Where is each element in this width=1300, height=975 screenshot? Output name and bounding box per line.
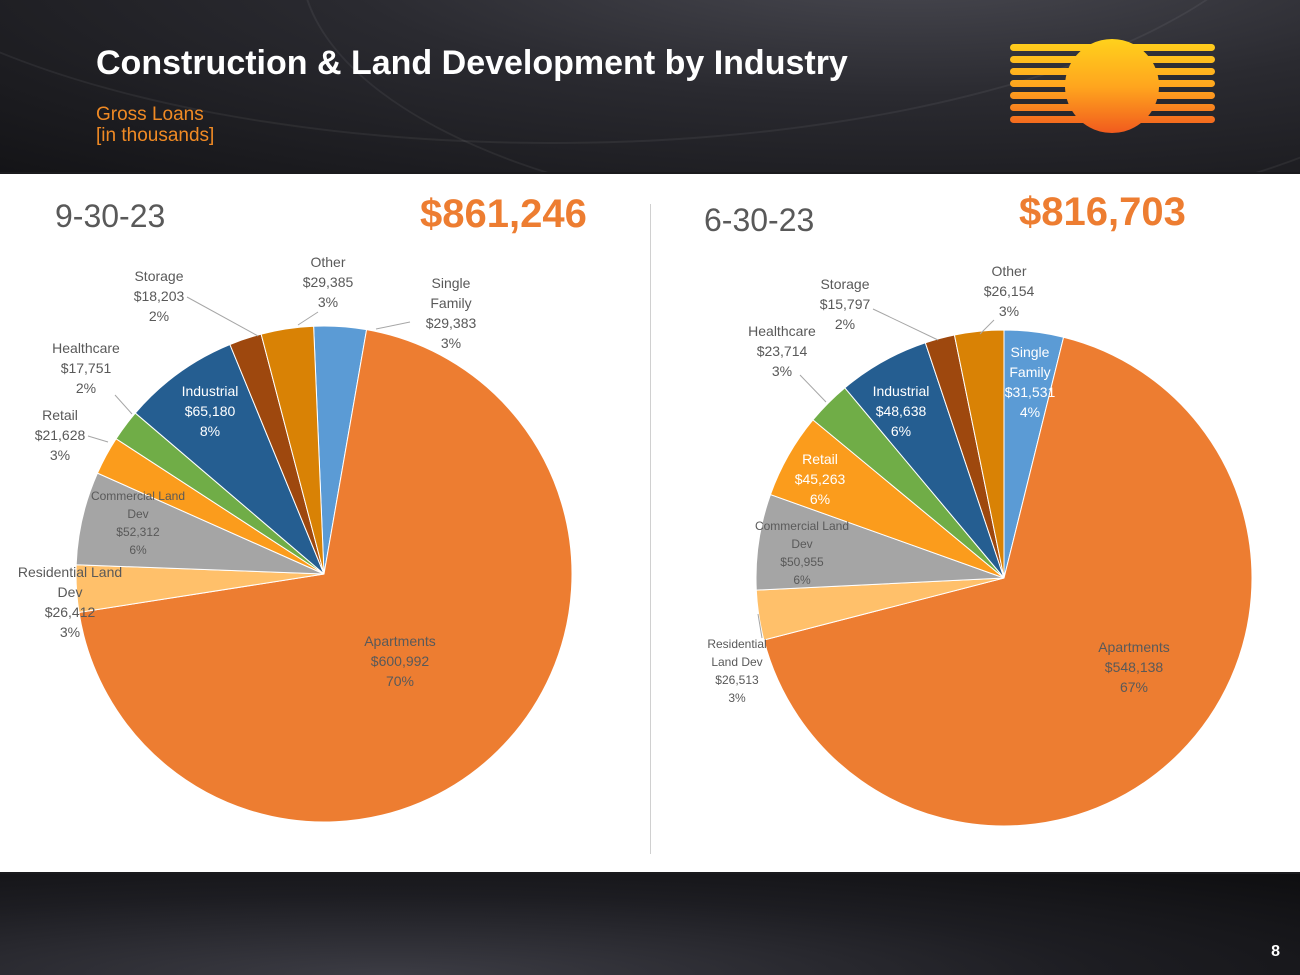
leader-line-storage <box>872 308 939 341</box>
leader-line-retail <box>87 435 109 443</box>
pie-chart-left: Single Family $29,383 3% Apartments $600,992 7… <box>18 254 573 823</box>
data-label-healthcare: Healthcare $23,714 3% <box>748 323 816 379</box>
page-subtitle: Gross Loans [in thousands] <box>96 104 214 146</box>
leader-line-healthcare <box>799 374 827 403</box>
footer-banner: 8 <box>0 874 1300 975</box>
data-label-retail: Retail $21,628 3% <box>35 407 86 463</box>
data-label-storage: Storage $15,797 2% <box>820 276 871 332</box>
pie-slice-other <box>953 329 1005 579</box>
total-right: $816,703 <box>1019 190 1186 234</box>
pie-slice-industrial <box>134 343 325 575</box>
data-label-healthcare: Healthcare $17,751 2% <box>52 340 120 396</box>
leader-line-single_family <box>375 321 411 330</box>
pie-slice-apartments <box>763 336 1253 827</box>
data-label-apartments: Apartments $600,992 70% <box>364 633 436 689</box>
data-label-commercial: Commercial Land Dev $50,955 6% <box>755 519 849 587</box>
total-left: $861,246 <box>420 192 587 236</box>
leader-line-other <box>297 311 319 326</box>
subtitle-line-2: [in thousands] <box>96 125 215 146</box>
data-label-residential: Residential Land Dev $26,513 3% <box>707 637 766 705</box>
pie-slice-apartments <box>78 329 573 823</box>
leader-line-residential <box>757 613 763 639</box>
data-label-other: Other $26,154 3% <box>984 263 1035 319</box>
page-number: 8 <box>1271 943 1280 960</box>
leader-line-storage <box>186 296 259 337</box>
panel-divider <box>650 204 651 854</box>
company-logo-icon <box>1010 39 1215 133</box>
leader-line-healthcare <box>114 394 133 415</box>
pie-charts: Single Family $29,383 3% Apartments $600,992 7… <box>18 254 1253 827</box>
date-label-left: 9-30-23 <box>55 198 166 234</box>
header-banner: Construction & Land Development by Indus… <box>0 0 1300 172</box>
data-label-commercial: Commercial Land Dev $52,312 6% <box>91 489 185 557</box>
chart-panel: 9-30-23 $861,246 6-30-23 $816,703 Single… <box>0 174 1300 872</box>
subtitle-line-1: Gross Loans <box>96 104 204 125</box>
leader-line-other <box>979 319 995 335</box>
data-label-other: Other $29,385 3% <box>303 254 354 310</box>
data-label-industrial: Industrial $65,180 8% <box>182 383 239 439</box>
data-label-apartments: Apartments $548,138 67% <box>1098 639 1170 695</box>
data-label-storage: Storage $18,203 2% <box>134 268 185 324</box>
data-label-single_family: Single Family $29,383 3% <box>426 275 477 351</box>
pie-chart-right: Single Family $31,531 4% Apartments $548,138 6… <box>707 263 1253 827</box>
data-label-residential: Residential Land Dev $26,412 3% <box>18 564 122 640</box>
data-label-industrial: Industrial $48,638 6% <box>873 383 930 439</box>
date-label-right: 6-30-23 <box>704 202 815 238</box>
pie-slice-other <box>260 325 325 575</box>
page-title: Construction & Land Development by Indus… <box>96 44 848 82</box>
data-label-retail: Retail $45,263 6% <box>795 451 846 507</box>
data-label-single_family: Single Family $31,531 4% <box>1005 344 1056 420</box>
